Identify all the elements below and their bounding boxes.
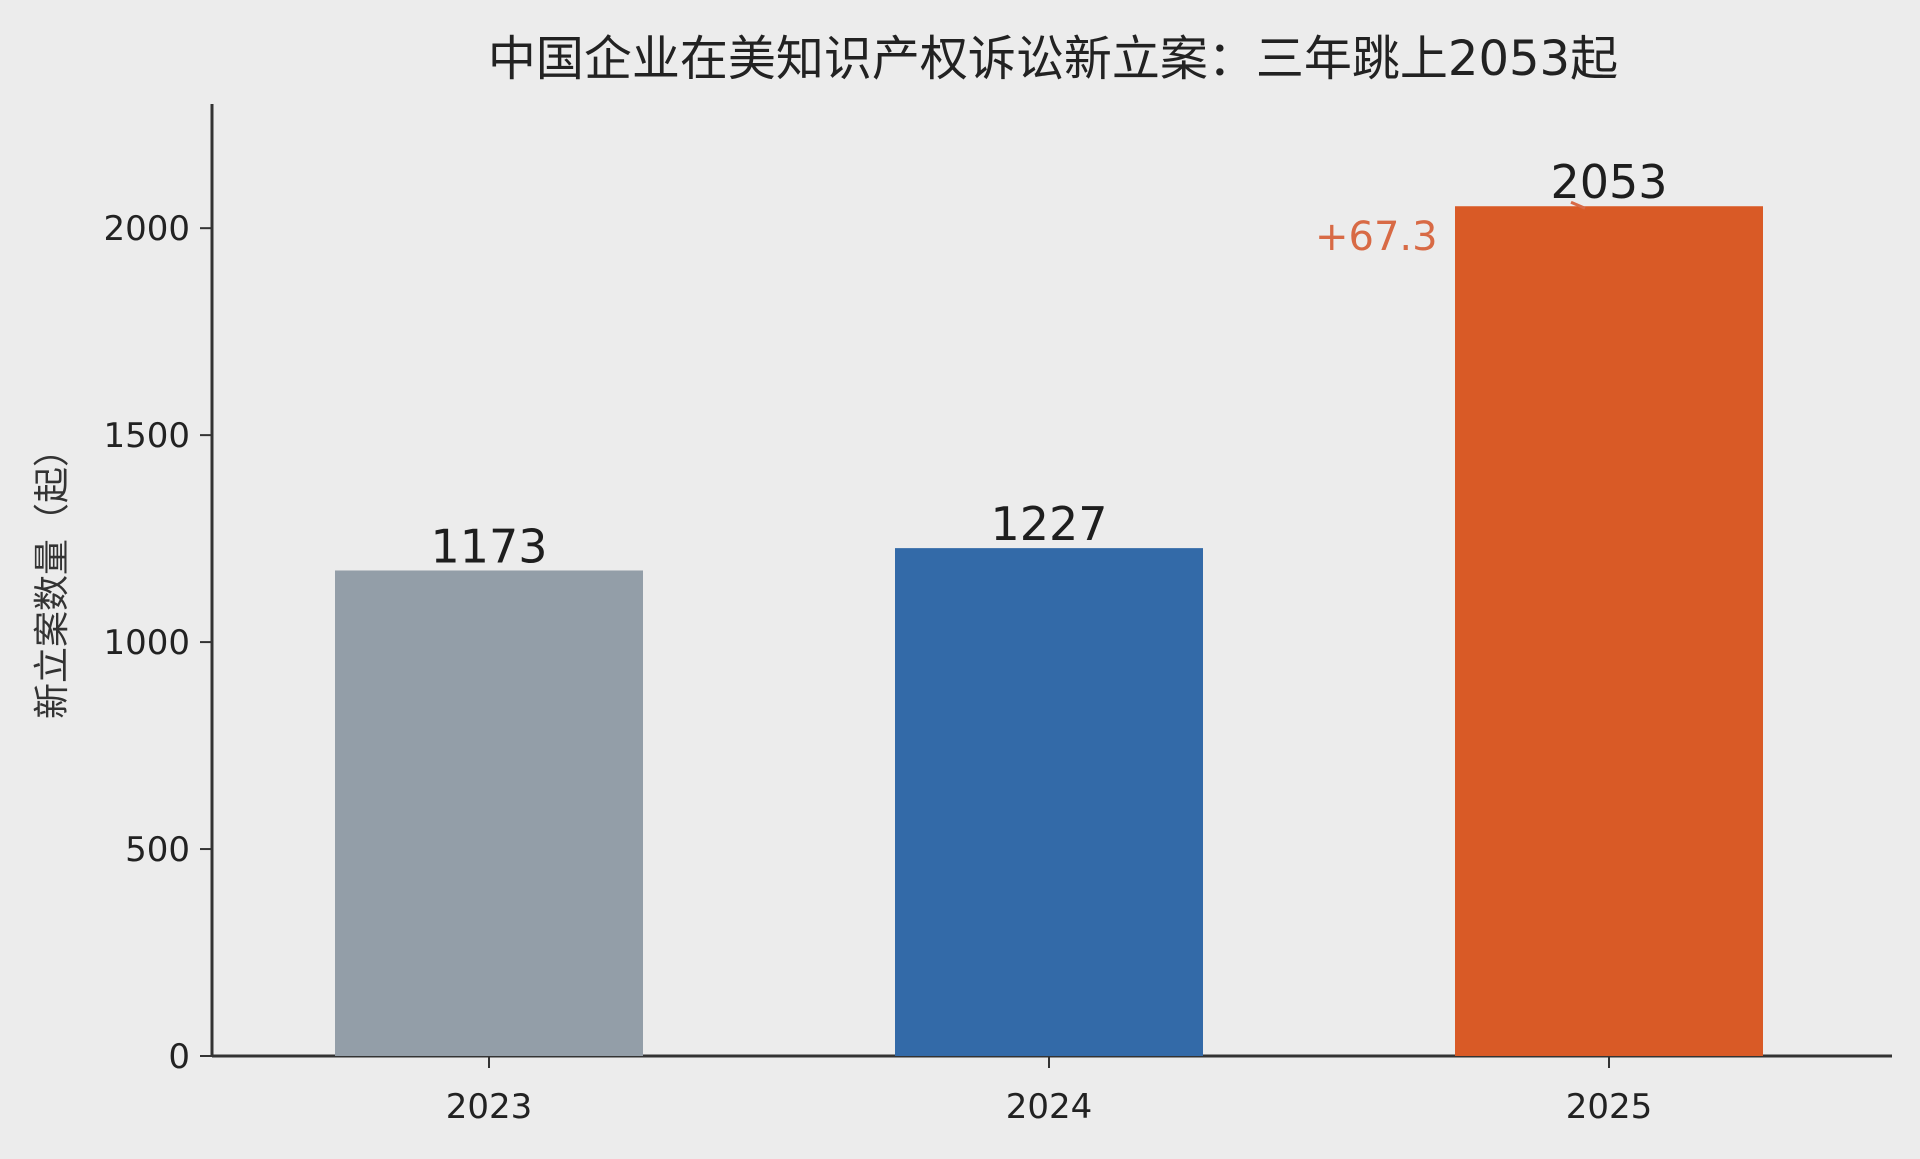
x-ticks: 2023 2024 2025: [446, 1056, 1653, 1127]
bar-2023: [335, 570, 643, 1056]
growth-annotation: +67.3: [1315, 214, 1438, 260]
value-label-2025: 2053: [1550, 155, 1667, 209]
y-tick-label: 500: [125, 830, 190, 870]
bar-2025: [1455, 206, 1763, 1057]
y-tick-label: 2000: [103, 209, 190, 249]
value-label-2023: 1173: [430, 519, 547, 573]
y-tick-label: 1000: [103, 623, 190, 663]
bars: [335, 206, 1763, 1057]
bar-2024: [895, 548, 1203, 1056]
y-tick-label: 0: [168, 1037, 190, 1077]
annotation-arrow: [1570, 200, 1586, 210]
x-tick-label: 2023: [446, 1087, 533, 1127]
y-ticks: 0 500 1000 1500 2000: [103, 209, 212, 1077]
y-tick-label: 1500: [103, 416, 190, 456]
value-label-2024: 1227: [990, 497, 1107, 551]
x-tick-label: 2024: [1006, 1087, 1093, 1127]
x-tick-label: 2025: [1566, 1087, 1653, 1127]
y-axis-label: 新立案数量（起）: [32, 431, 73, 719]
value-labels: 1173 1227 2053: [430, 155, 1667, 573]
chart-title: 中国企业在美知识产权诉讼新立案：三年跳上2053起: [488, 31, 1618, 87]
